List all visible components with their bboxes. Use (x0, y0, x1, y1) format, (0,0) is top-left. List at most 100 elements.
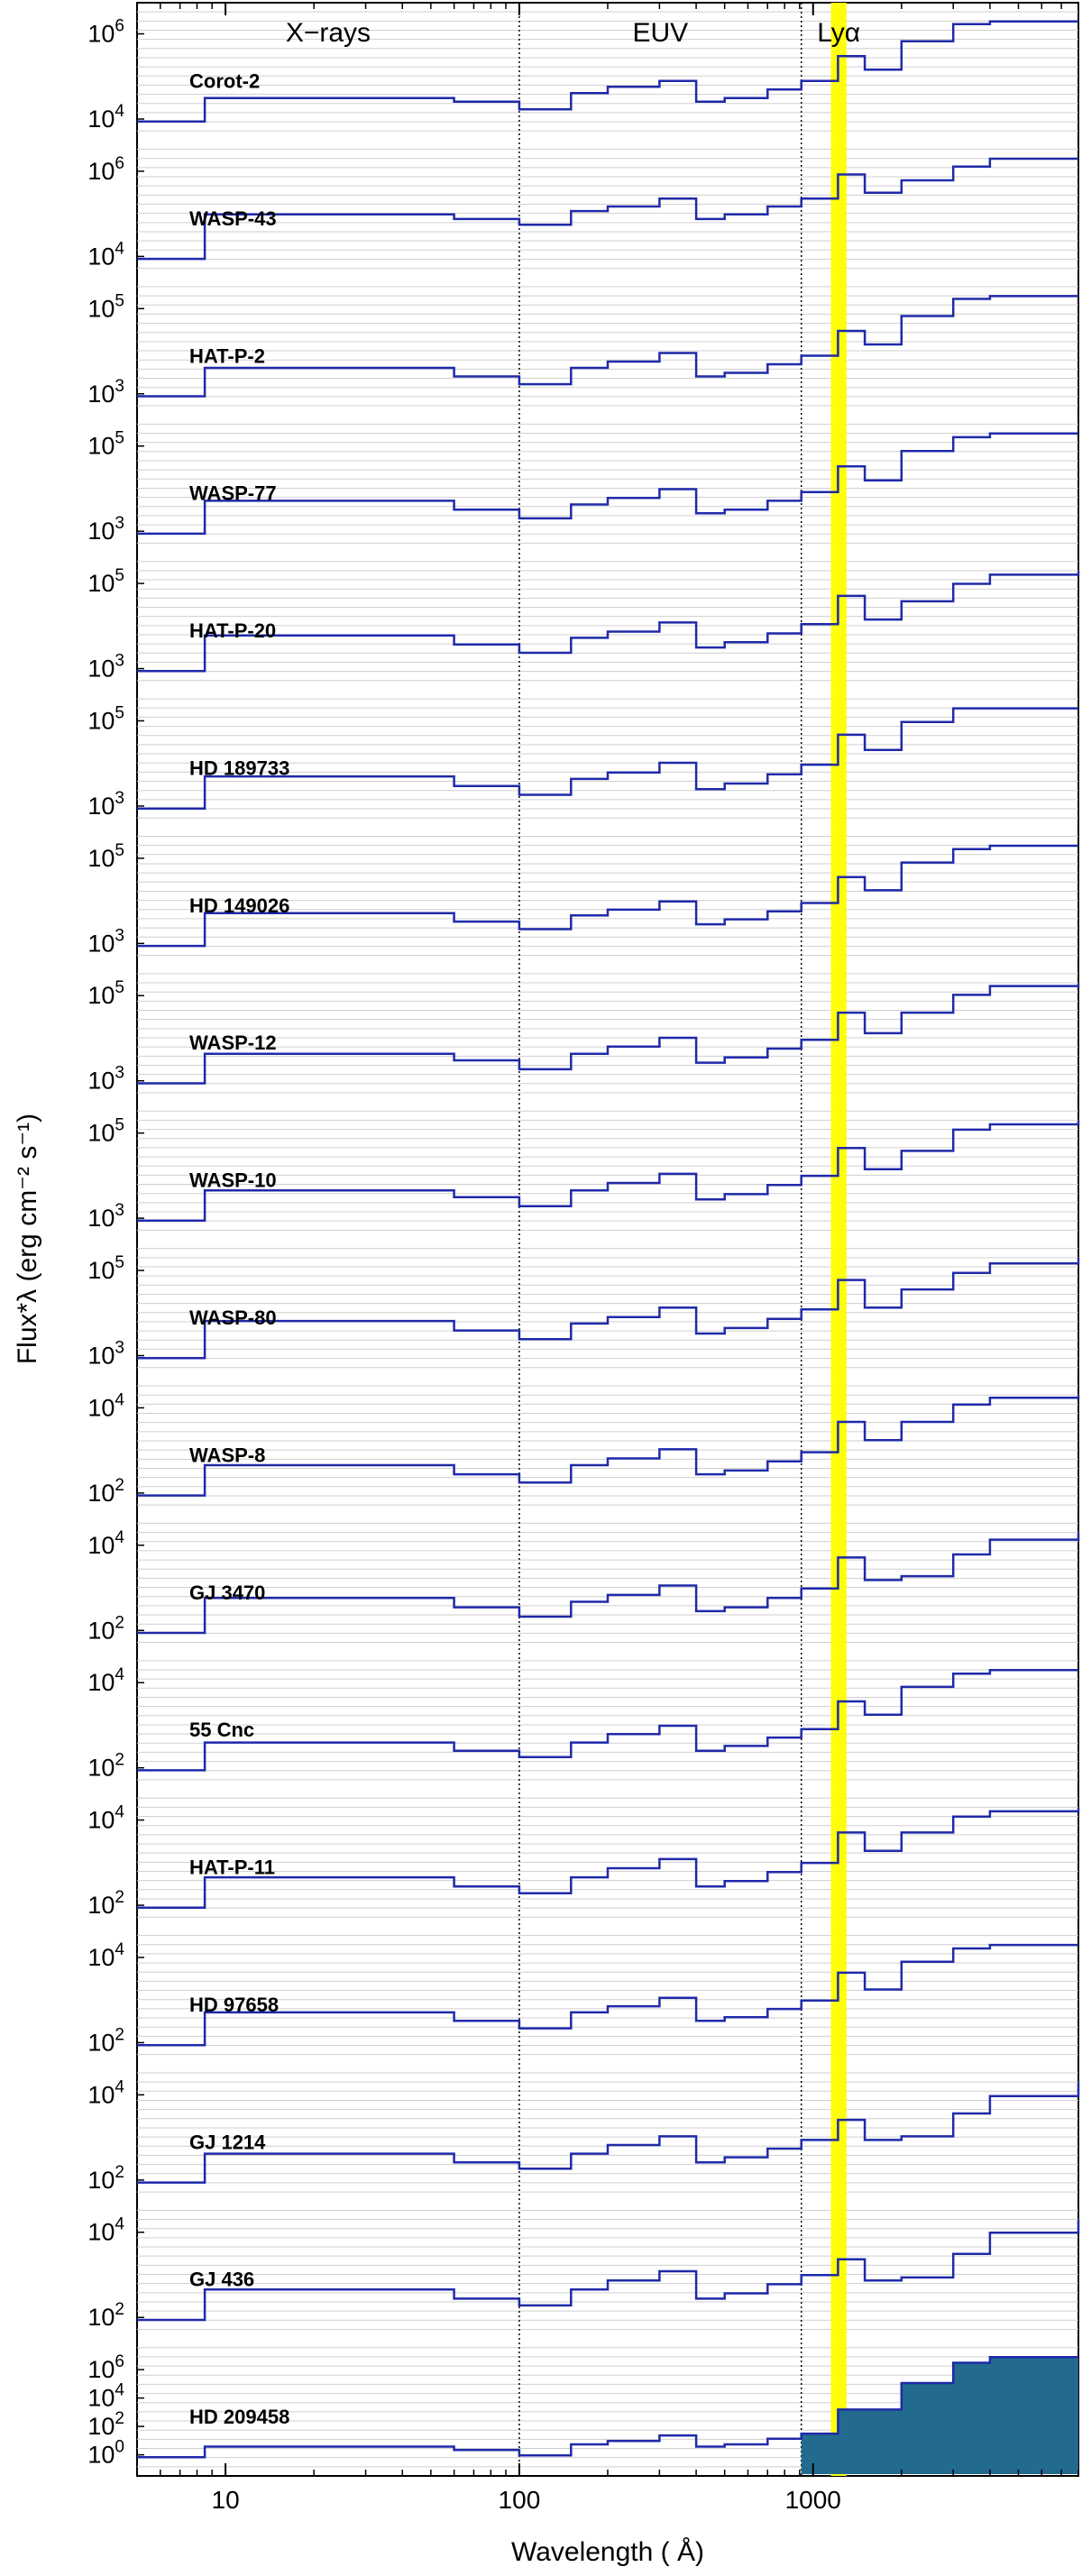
y-tick-label: 103 (87, 1201, 124, 1232)
y-tick-label: 102 (87, 2409, 124, 2440)
series-line (137, 1669, 1078, 1772)
series-name: HD 189733 (189, 756, 289, 779)
series-line (137, 1395, 1080, 1497)
y-tick-label: 104 (87, 2077, 124, 2108)
band-grid (137, 698, 1078, 819)
series-name: 55 Cnc (189, 1719, 254, 1741)
series-line (137, 2356, 1078, 2459)
series-line (137, 2082, 1080, 2184)
lya-band (830, 3, 847, 2476)
x-tick-label: 100 (499, 2486, 541, 2514)
y-tick-label: 106 (87, 2352, 124, 2383)
region-label: EUV (632, 18, 688, 48)
series-name: HAT-P-11 (189, 1856, 275, 1879)
series-name: HAT-P-20 (189, 619, 276, 642)
x-tick-label: 10 (212, 2486, 240, 2514)
series-name: HD 97658 (189, 1994, 279, 2016)
series-gj-3470: GJ 3470 (137, 1532, 1080, 1635)
series-line (137, 1943, 1078, 2047)
series-name: GJ 436 (189, 2269, 254, 2291)
series-name: GJ 1214 (189, 2131, 266, 2153)
series-name: WASP-12 (189, 1031, 277, 1054)
series-line (137, 571, 1080, 673)
plot-frame (136, 2, 1079, 2477)
series-hd-209458: HD 209458 (137, 2356, 1078, 2474)
series-line (137, 295, 1078, 398)
series-gj-436: GJ 436 (137, 2219, 1080, 2322)
series-wasp-80: WASP-80 (137, 1258, 1080, 1360)
y-axis-label: Flux*λ (erg cm⁻² s⁻¹) (13, 1114, 42, 1364)
series-name: GJ 3470 (189, 1581, 265, 1604)
band-grid (137, 835, 1078, 957)
series-55-cnc: 55 Cnc (137, 1669, 1078, 1772)
y-tick-label: 103 (87, 1339, 124, 1370)
series-line (137, 1258, 1080, 1360)
y-tick-label: 106 (87, 154, 124, 185)
y-tick-label: 103 (87, 789, 124, 820)
band-grid (137, 1110, 1078, 1231)
series-layer: Corot-2 WASP-43 HAT-P-2 WASP-77 HAT-P-20 HD 1… (137, 20, 1080, 2474)
band-grid (137, 973, 1078, 1094)
region-labels: X−rays EUV Lyα (286, 18, 860, 48)
series-name: WASP-43 (189, 207, 277, 230)
x-axis-label: Wavelength ( Å) (511, 2537, 704, 2567)
y-tick-label: 104 (87, 1803, 124, 1834)
series-line (137, 1120, 1080, 1223)
lya-highlight (830, 3, 847, 2476)
region-label: Lyα (817, 18, 860, 48)
y-tick-label: 102 (87, 2025, 124, 2056)
y-tick-label: 103 (87, 652, 124, 683)
band-grid (137, 1522, 1078, 1644)
series-line (137, 983, 1080, 1085)
y-tick-label: 102 (87, 2163, 124, 2194)
band-grid (137, 286, 1078, 407)
region-dividers (518, 3, 802, 2476)
series-name: WASP-10 (189, 1169, 277, 1192)
series-name: HD 149026 (189, 894, 289, 917)
series-gj-1214: GJ 1214 (137, 2082, 1080, 2184)
y-tick-label: 104 (87, 239, 124, 270)
y-tick-label: 103 (87, 1064, 124, 1095)
y-tick-label: 105 (87, 703, 124, 734)
series-line (137, 20, 1078, 123)
y-tick-label: 105 (87, 1253, 124, 1284)
series-wasp-8: WASP-8 (137, 1395, 1080, 1497)
y-tick-label: 102 (87, 1613, 124, 1644)
series-line (137, 1807, 1080, 1910)
series-hd-97658: HD 97658 (137, 1943, 1078, 2047)
y-tick-label: 102 (87, 1476, 124, 1507)
y-tick-labels: 1061041061041051031051031051031051031051… (87, 17, 144, 2469)
y-tick-label: 103 (87, 377, 124, 408)
series-wasp-12: WASP-12 (137, 983, 1080, 1085)
series-line (137, 707, 1078, 810)
band-grid (137, 11, 1078, 132)
series-line (137, 2219, 1080, 2322)
series-wasp-77: WASP-77 (137, 432, 1078, 536)
band-grid (137, 1797, 1078, 1918)
y-tick-label: 105 (87, 566, 124, 597)
y-tick-label: 104 (87, 1940, 124, 1971)
series-line (137, 844, 1078, 948)
y-tick-label: 104 (87, 1390, 124, 1421)
y-tick-label: 104 (87, 2381, 124, 2412)
region-label: X−rays (286, 18, 371, 48)
y-tick-label: 104 (87, 102, 124, 133)
series-wasp-10: WASP-10 (137, 1120, 1080, 1223)
series-corot-2: Corot-2 (137, 20, 1078, 123)
series-hd-149026: HD 149026 (137, 844, 1078, 948)
series-name: WASP-77 (189, 482, 277, 505)
y-tick-label: 105 (87, 978, 124, 1009)
x-axis: 10 100 1000 (136, 3, 1079, 2514)
series-line (137, 157, 1078, 261)
y-tick-label: 102 (87, 1888, 124, 1919)
y-tick-label: 100 (87, 2438, 124, 2469)
y-tick-label: 102 (87, 2300, 124, 2331)
y-tick-label: 104 (87, 1528, 124, 1559)
series-line (137, 432, 1078, 536)
series-hat-p-2: HAT-P-2 (137, 295, 1078, 398)
series-fill (801, 2357, 1078, 2474)
series-wasp-43: WASP-43 (137, 157, 1078, 261)
series-hat-p-20: HAT-P-20 (137, 571, 1080, 673)
y-tick-label: 105 (87, 429, 124, 460)
